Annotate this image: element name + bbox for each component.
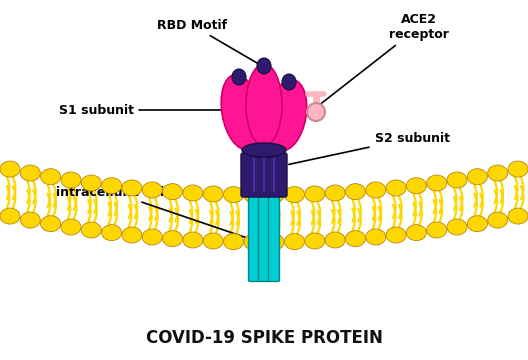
Ellipse shape xyxy=(285,234,305,249)
Ellipse shape xyxy=(203,233,223,249)
Ellipse shape xyxy=(305,186,325,202)
Ellipse shape xyxy=(427,222,447,238)
Text: S1 subunit: S1 subunit xyxy=(59,104,229,117)
Text: COVID-19 SPIKE PROTEIN: COVID-19 SPIKE PROTEIN xyxy=(146,329,382,347)
Ellipse shape xyxy=(285,186,305,203)
Ellipse shape xyxy=(264,187,284,203)
Text: RBD Motif: RBD Motif xyxy=(157,18,267,69)
FancyBboxPatch shape xyxy=(259,189,269,282)
Ellipse shape xyxy=(246,64,282,146)
Ellipse shape xyxy=(183,185,203,201)
Ellipse shape xyxy=(203,186,223,202)
Text: ACE2
receptor: ACE2 receptor xyxy=(320,13,449,104)
Ellipse shape xyxy=(242,143,286,157)
Ellipse shape xyxy=(41,216,61,232)
Ellipse shape xyxy=(427,175,447,191)
FancyBboxPatch shape xyxy=(241,153,287,197)
Ellipse shape xyxy=(508,161,528,177)
Ellipse shape xyxy=(447,172,467,188)
Ellipse shape xyxy=(41,169,61,185)
Ellipse shape xyxy=(223,234,243,249)
Ellipse shape xyxy=(61,172,81,188)
FancyBboxPatch shape xyxy=(269,189,279,282)
Ellipse shape xyxy=(447,219,467,235)
Ellipse shape xyxy=(325,185,345,201)
Ellipse shape xyxy=(0,208,20,224)
Ellipse shape xyxy=(20,165,40,181)
Ellipse shape xyxy=(366,229,386,245)
Ellipse shape xyxy=(345,184,365,200)
Ellipse shape xyxy=(488,165,508,181)
Ellipse shape xyxy=(264,234,284,250)
Ellipse shape xyxy=(223,186,243,203)
Text: intracellular tail: intracellular tail xyxy=(56,185,257,241)
Ellipse shape xyxy=(244,234,264,250)
FancyBboxPatch shape xyxy=(249,189,259,282)
Ellipse shape xyxy=(257,58,271,74)
Ellipse shape xyxy=(0,161,20,177)
Ellipse shape xyxy=(244,187,264,203)
Ellipse shape xyxy=(366,182,386,198)
Ellipse shape xyxy=(163,231,183,247)
Ellipse shape xyxy=(163,184,183,200)
Ellipse shape xyxy=(61,219,81,235)
Ellipse shape xyxy=(386,227,406,243)
Ellipse shape xyxy=(345,231,365,247)
Ellipse shape xyxy=(142,182,162,198)
Ellipse shape xyxy=(467,169,487,185)
Ellipse shape xyxy=(221,75,261,149)
Text: S2 subunit: S2 subunit xyxy=(289,131,449,165)
Ellipse shape xyxy=(282,74,296,90)
Ellipse shape xyxy=(142,229,162,245)
Ellipse shape xyxy=(305,233,325,249)
Ellipse shape xyxy=(20,212,40,228)
Ellipse shape xyxy=(267,80,307,150)
Ellipse shape xyxy=(407,225,427,241)
Ellipse shape xyxy=(508,208,528,224)
Ellipse shape xyxy=(122,180,142,196)
Ellipse shape xyxy=(325,232,345,248)
Circle shape xyxy=(307,103,325,121)
Ellipse shape xyxy=(101,178,121,194)
Ellipse shape xyxy=(183,232,203,248)
Ellipse shape xyxy=(488,212,508,228)
Ellipse shape xyxy=(407,178,427,194)
Ellipse shape xyxy=(101,225,121,241)
Ellipse shape xyxy=(386,180,406,196)
Ellipse shape xyxy=(232,69,246,85)
Ellipse shape xyxy=(81,175,101,191)
Ellipse shape xyxy=(467,216,487,232)
Ellipse shape xyxy=(122,227,142,243)
Ellipse shape xyxy=(81,222,101,238)
